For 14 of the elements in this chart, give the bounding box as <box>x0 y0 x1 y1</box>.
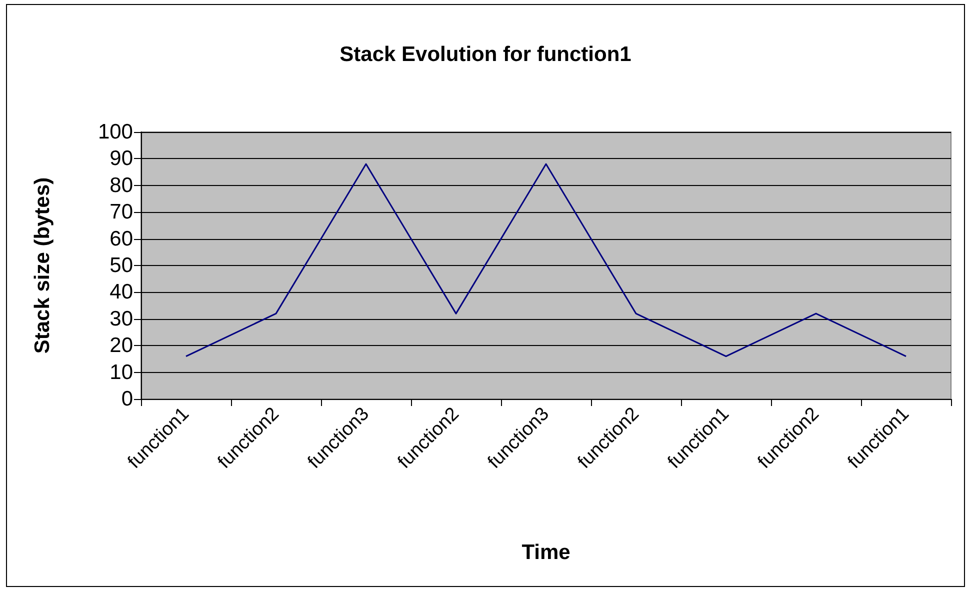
y-tick-label: 40 <box>110 280 133 304</box>
x-axis-title: Time <box>522 541 570 564</box>
chart-title: Stack Evolution for function1 <box>340 43 632 66</box>
y-tick-label: 90 <box>110 147 133 170</box>
y-axis-title: Stack size (bytes) <box>31 177 54 354</box>
y-tick-label: 70 <box>110 200 133 224</box>
y-tick-label: 80 <box>110 174 133 197</box>
y-tick-label: 0 <box>121 388 133 410</box>
y-tick-label: 30 <box>110 307 133 330</box>
y-tick-label: 20 <box>110 334 133 358</box>
y-tick-label: 60 <box>110 227 133 250</box>
y-tick-label: 10 <box>110 360 133 384</box>
y-tick-label: 100 <box>98 120 133 144</box>
y-tick-label: 50 <box>110 254 133 277</box>
